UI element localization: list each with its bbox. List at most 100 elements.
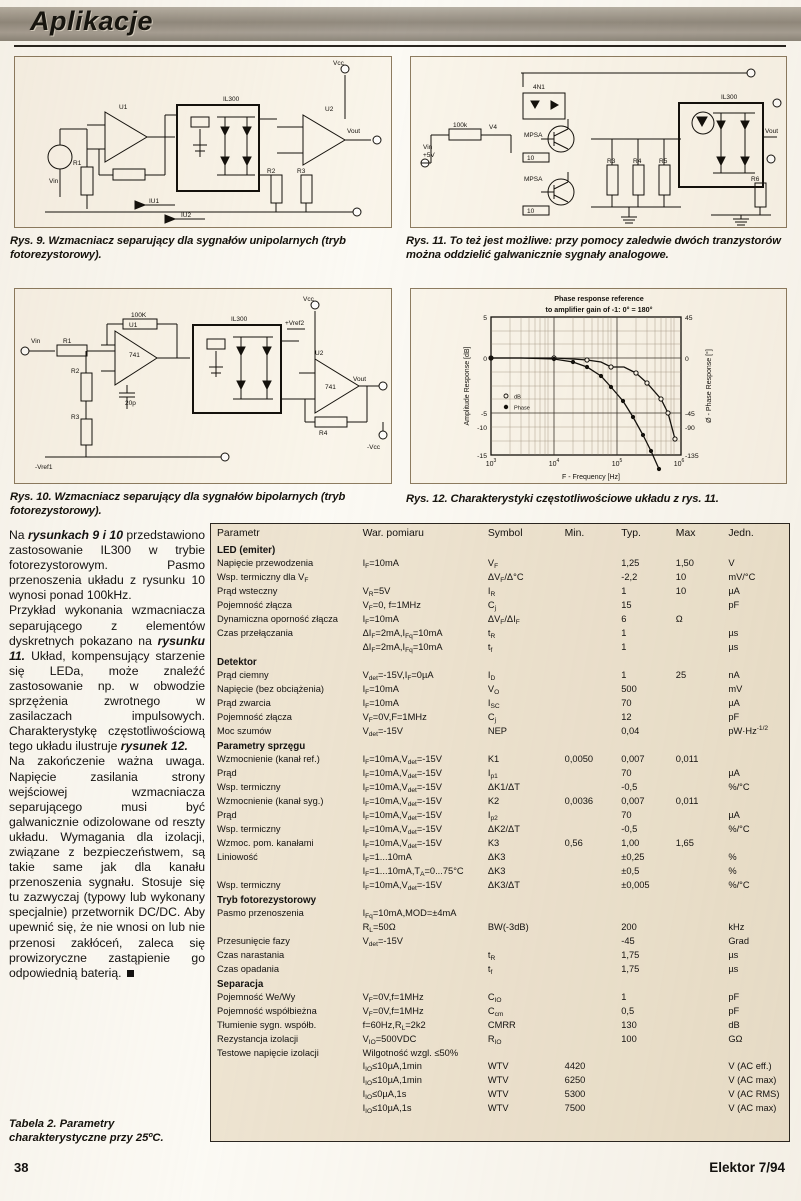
table-cell: VIO=500VDC — [362, 1034, 417, 1046]
table-row: Dynamiczna oporność złącza IF=10mA ΔVF/ΔIF… — [211, 613, 789, 627]
table-cell: 1,75 — [621, 950, 640, 960]
table-cell — [676, 949, 729, 963]
table-cell — [676, 1033, 729, 1047]
svg-text:Vin: Vin — [423, 144, 433, 151]
table-cell — [565, 907, 622, 921]
table-cell: µs — [728, 950, 739, 960]
column-header: Typ. — [621, 528, 641, 539]
table-cell: RIO — [487, 1034, 502, 1046]
table-cell: 1,00 — [621, 838, 640, 848]
table-cell: tf — [487, 642, 493, 654]
section-label: Detektor — [217, 657, 257, 668]
table-cell: 6 — [621, 614, 627, 624]
table-cell — [211, 865, 363, 879]
legend-marker-phase — [503, 404, 509, 410]
table-cell — [565, 1019, 622, 1033]
text-run: przedstawiono zastosowanie IL300 w trybi… — [9, 528, 205, 603]
svg-text:Vout: Vout — [765, 128, 778, 135]
table-header-row: Parametr War. pomiaru Symbol Min. Typ. Max Jed… — [211, 524, 789, 543]
table-cell — [676, 1102, 729, 1116]
svg-text:5: 5 — [483, 315, 487, 322]
svg-text:U2: U2 — [325, 106, 334, 113]
table-cell: Napięcie przewodzenia — [217, 558, 314, 568]
svg-text:Vout: Vout — [347, 128, 360, 135]
table-cell — [488, 907, 565, 921]
table-cell: WTV — [487, 1075, 509, 1085]
table-cell: µs — [728, 628, 739, 638]
svg-text:R3: R3 — [297, 168, 306, 175]
table-cell: ΔIF=2mA,IFq=10mA — [362, 628, 443, 640]
table-cell: pF — [728, 1006, 740, 1016]
table-cell: K2 — [487, 796, 500, 806]
figure-11-caption: Rys. 11. To też jest możliwe: przy pomoc… — [406, 235, 781, 261]
table-row: Prąd wsteczny VR=5V IR 1 10 µA — [211, 585, 789, 599]
table-row: IIO≤10µA,1s WTV 7500 V (AC max) — [211, 1102, 789, 1116]
chart-title: Phase response reference — [554, 294, 644, 303]
svg-text:R1: R1 — [73, 160, 82, 167]
table-cell: BW(-3dB) — [487, 922, 529, 932]
table-row: Wzmoc. pom. kanałami IF=10mA,Vdet=-15V K3 0… — [211, 837, 789, 851]
table-cell: ΔK1/ΔT — [487, 782, 520, 792]
table-cell — [565, 1005, 622, 1019]
table-cell: 7500 — [564, 1103, 586, 1113]
svg-text:R2: R2 — [267, 168, 276, 175]
table-cell: % — [728, 866, 737, 876]
table-cell: Ccm — [487, 1006, 504, 1018]
svg-text:4N1: 4N1 — [533, 84, 545, 91]
table-cell: mV — [728, 684, 743, 694]
table-cell — [676, 683, 729, 697]
table-cell: WTV — [487, 1089, 509, 1099]
schematic-11-svg: 4N1 MPSA 10 MPSA 10 IL300 100k V4 Vin +5… — [420, 68, 782, 235]
table-section-row: LED (emiter) — [211, 543, 789, 557]
table-cell: µA — [728, 586, 740, 596]
table-cell: %/°C — [728, 880, 750, 890]
legend-label-phase: Phase — [514, 406, 530, 412]
table-row: Czas opadania tf 1,75 µs — [211, 963, 789, 977]
table-row: IIO≤10µA,1min WTV 4420 V (AC eff.) — [211, 1060, 789, 1074]
table-cell: 0,007 — [621, 754, 645, 764]
table-section-row: Parametry sprzęgu — [211, 739, 789, 753]
table-row: IIO≤0µA,1s WTV 5300 V (AC RMS) — [211, 1088, 789, 1102]
svg-text:-15: -15 — [477, 453, 487, 460]
table-cell: ΔVF/ΔIF — [487, 614, 520, 626]
table-cell: K1 — [487, 754, 500, 764]
table-cell: ΔK3 — [487, 852, 506, 862]
table-cell: Wilgotność wzgl. ≤50% — [362, 1048, 459, 1058]
table-cell — [676, 627, 729, 641]
table-cell: µs — [728, 964, 739, 974]
table-cell: 100 — [621, 1034, 637, 1044]
magazine-issue: Elektor 7/94 — [709, 1160, 785, 1175]
chart-major-grid — [491, 317, 681, 455]
table-cell: Czas przełączania — [217, 628, 293, 638]
table-cell: IIO≤0µA,1s — [362, 1089, 407, 1101]
table-cell: Przesunięcie fazy — [217, 936, 290, 946]
column-header: Parametr — [217, 528, 260, 539]
table-cell — [565, 641, 622, 655]
table-cell: Liniowość — [217, 852, 258, 862]
table-cell — [565, 781, 622, 795]
chart-subtitle: to amplifier gain of -1: 0° = 180° — [546, 305, 653, 314]
table-cell: 4420 — [564, 1061, 586, 1071]
table-cell: 5300 — [564, 1089, 586, 1099]
table-cell: IF=10mA,Vdet=-15V — [362, 782, 442, 794]
table-row: Pojemność We/Wy VF=0V,f=1MHz CIO 1 pF — [211, 991, 789, 1005]
table-cell — [565, 571, 622, 585]
table-cell: %/°C — [728, 782, 750, 792]
table-cell: Ω — [675, 614, 683, 624]
table-cell: Testowe napięcie izolacji — [217, 1048, 319, 1058]
table-cell: CIO — [487, 992, 502, 1004]
svg-text:-5: -5 — [481, 411, 487, 418]
svg-text:Vcc: Vcc — [333, 60, 345, 67]
figure-12-caption: Rys. 12. Charakterystyki częstotliwościo… — [406, 493, 719, 505]
chart-x-axis-label: F - Frequency [Hz] — [562, 474, 620, 481]
table-section-row: Tryb fotorezystorowy — [211, 893, 789, 907]
svg-text:106: 106 — [674, 458, 685, 468]
svg-text:-10: -10 — [477, 425, 487, 432]
svg-text:Vcc: Vcc — [303, 296, 315, 303]
table-cell — [565, 613, 622, 627]
table-cell — [676, 1088, 729, 1102]
table-cell: 1 — [621, 628, 627, 638]
table-cell: NEP — [487, 726, 507, 736]
svg-text:100K: 100K — [131, 312, 147, 319]
table-row: RL=50Ω BW(-3dB) 200 kHz — [211, 921, 789, 935]
